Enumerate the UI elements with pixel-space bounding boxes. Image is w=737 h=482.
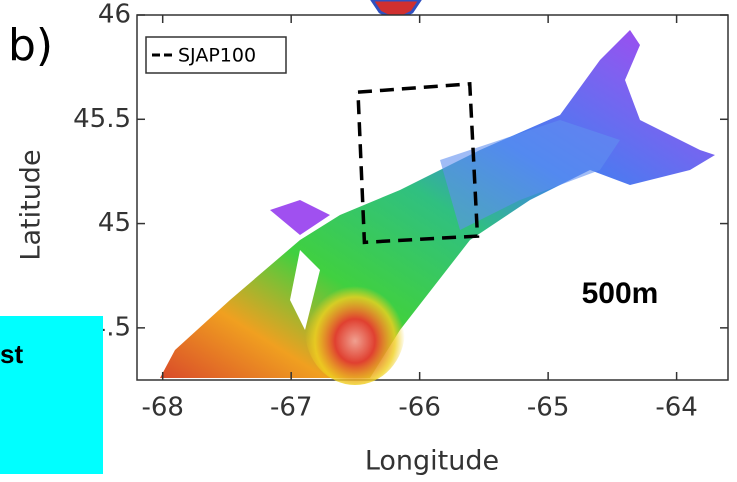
y-tick-label: 46 bbox=[98, 0, 131, 30]
x-axis-label: Longitude bbox=[365, 446, 499, 477]
overlay-text: st bbox=[0, 339, 23, 369]
y-axis-label: Latitude bbox=[16, 149, 47, 260]
x-tick-label: -66 bbox=[398, 393, 440, 423]
panel-label: b) bbox=[8, 20, 53, 71]
bathymetry-shelf bbox=[440, 120, 620, 230]
annotation: 500m bbox=[582, 277, 659, 310]
x-tick-label: -65 bbox=[527, 393, 569, 423]
bathymetry-bay bbox=[270, 200, 330, 235]
land bbox=[290, 250, 320, 330]
legend: SJAP100 bbox=[145, 36, 287, 74]
x-tick-label: -64 bbox=[655, 393, 697, 423]
overlay-box bbox=[0, 316, 103, 474]
y-tick-label: 45.5 bbox=[73, 104, 131, 134]
y-tick-label: 45 bbox=[98, 208, 131, 238]
legend-label: SJAP100 bbox=[178, 45, 256, 67]
region-outline bbox=[356, 81, 480, 245]
marks: -68-67-66-65-6444.54545.546 bbox=[73, 0, 728, 423]
bathymetry-deep bbox=[305, 275, 405, 385]
x-tick-label: -67 bbox=[270, 393, 312, 423]
x-tick-label: -68 bbox=[141, 393, 183, 423]
